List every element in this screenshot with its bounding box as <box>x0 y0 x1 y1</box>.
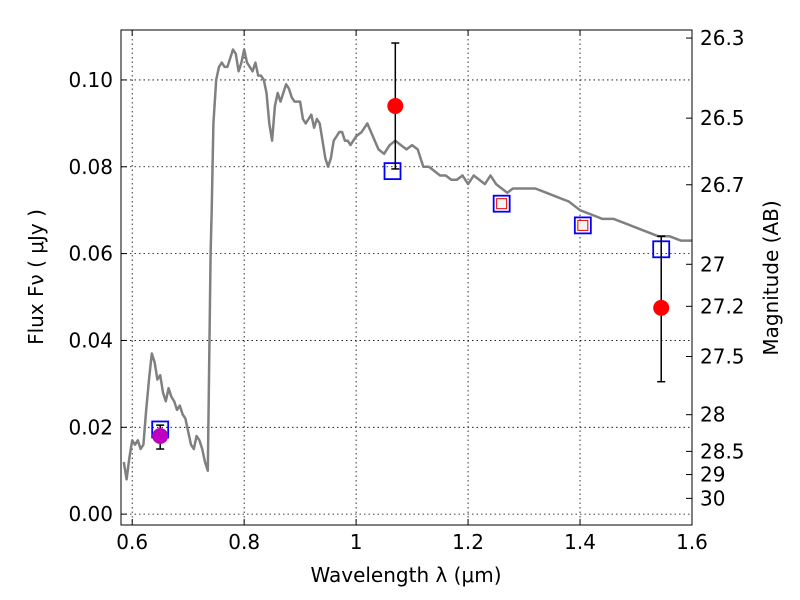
observed-flux-point <box>387 97 404 114</box>
observed-flux-point <box>653 299 670 316</box>
y-tick-label: 0.08 <box>68 155 113 179</box>
marker-layer <box>151 42 671 450</box>
mag-tick-label: 26.3 <box>700 26 745 50</box>
synthetic-flux-square <box>492 194 511 213</box>
spectrum-line <box>122 48 692 481</box>
mag-tick-label: 29 <box>700 463 725 487</box>
x-tick-label: 1 <box>350 530 363 554</box>
y-tick-label: 0.02 <box>68 415 113 439</box>
x-tick-label: 1.4 <box>564 530 596 554</box>
y-tick-label: 0.00 <box>68 502 113 526</box>
mag-tick-label: 30 <box>700 486 725 510</box>
x-tick-label: 0.8 <box>228 530 260 554</box>
mag-tick-label: 27.5 <box>700 344 745 368</box>
y2-axis-label: Magnitude (AB) <box>759 200 783 355</box>
mag-tick-label: 26.7 <box>700 173 745 197</box>
x-tick-label: 1.2 <box>452 530 484 554</box>
synthetic-flux-square <box>573 216 592 235</box>
mag-tick-label: 27.2 <box>700 294 745 318</box>
mag-tick-label: 28 <box>700 403 725 427</box>
mag-tick-label: 27 <box>700 252 725 276</box>
y-axis-label: Flux Fν ( μJy ) <box>24 209 48 345</box>
y-tick-label: 0.04 <box>68 328 113 352</box>
x-tick-label: 0.6 <box>116 530 148 554</box>
grid-layer <box>121 30 693 525</box>
plot-frame <box>120 29 693 526</box>
y-tick-label: 0.10 <box>68 68 113 92</box>
y-tick-label: 0.06 <box>68 242 113 266</box>
spectrum-layer <box>122 48 692 481</box>
observed-flux-small-square <box>577 219 589 231</box>
observed-flux-small-square <box>496 198 508 210</box>
x-axis-label: Wavelength λ (μm) <box>310 563 501 587</box>
observed-flux-point <box>152 427 169 444</box>
synthetic-flux-square <box>383 162 402 181</box>
mag-tick-label: 26.5 <box>700 106 745 130</box>
mag-tick-label: 28.5 <box>700 439 745 463</box>
x-tick-label: 1.6 <box>676 530 708 554</box>
tick-layer: 0.6 0.8 1 1.2 1.4 1.6 0.00 0.02 0.04 0.06 0.08 0.10… <box>68 26 744 554</box>
